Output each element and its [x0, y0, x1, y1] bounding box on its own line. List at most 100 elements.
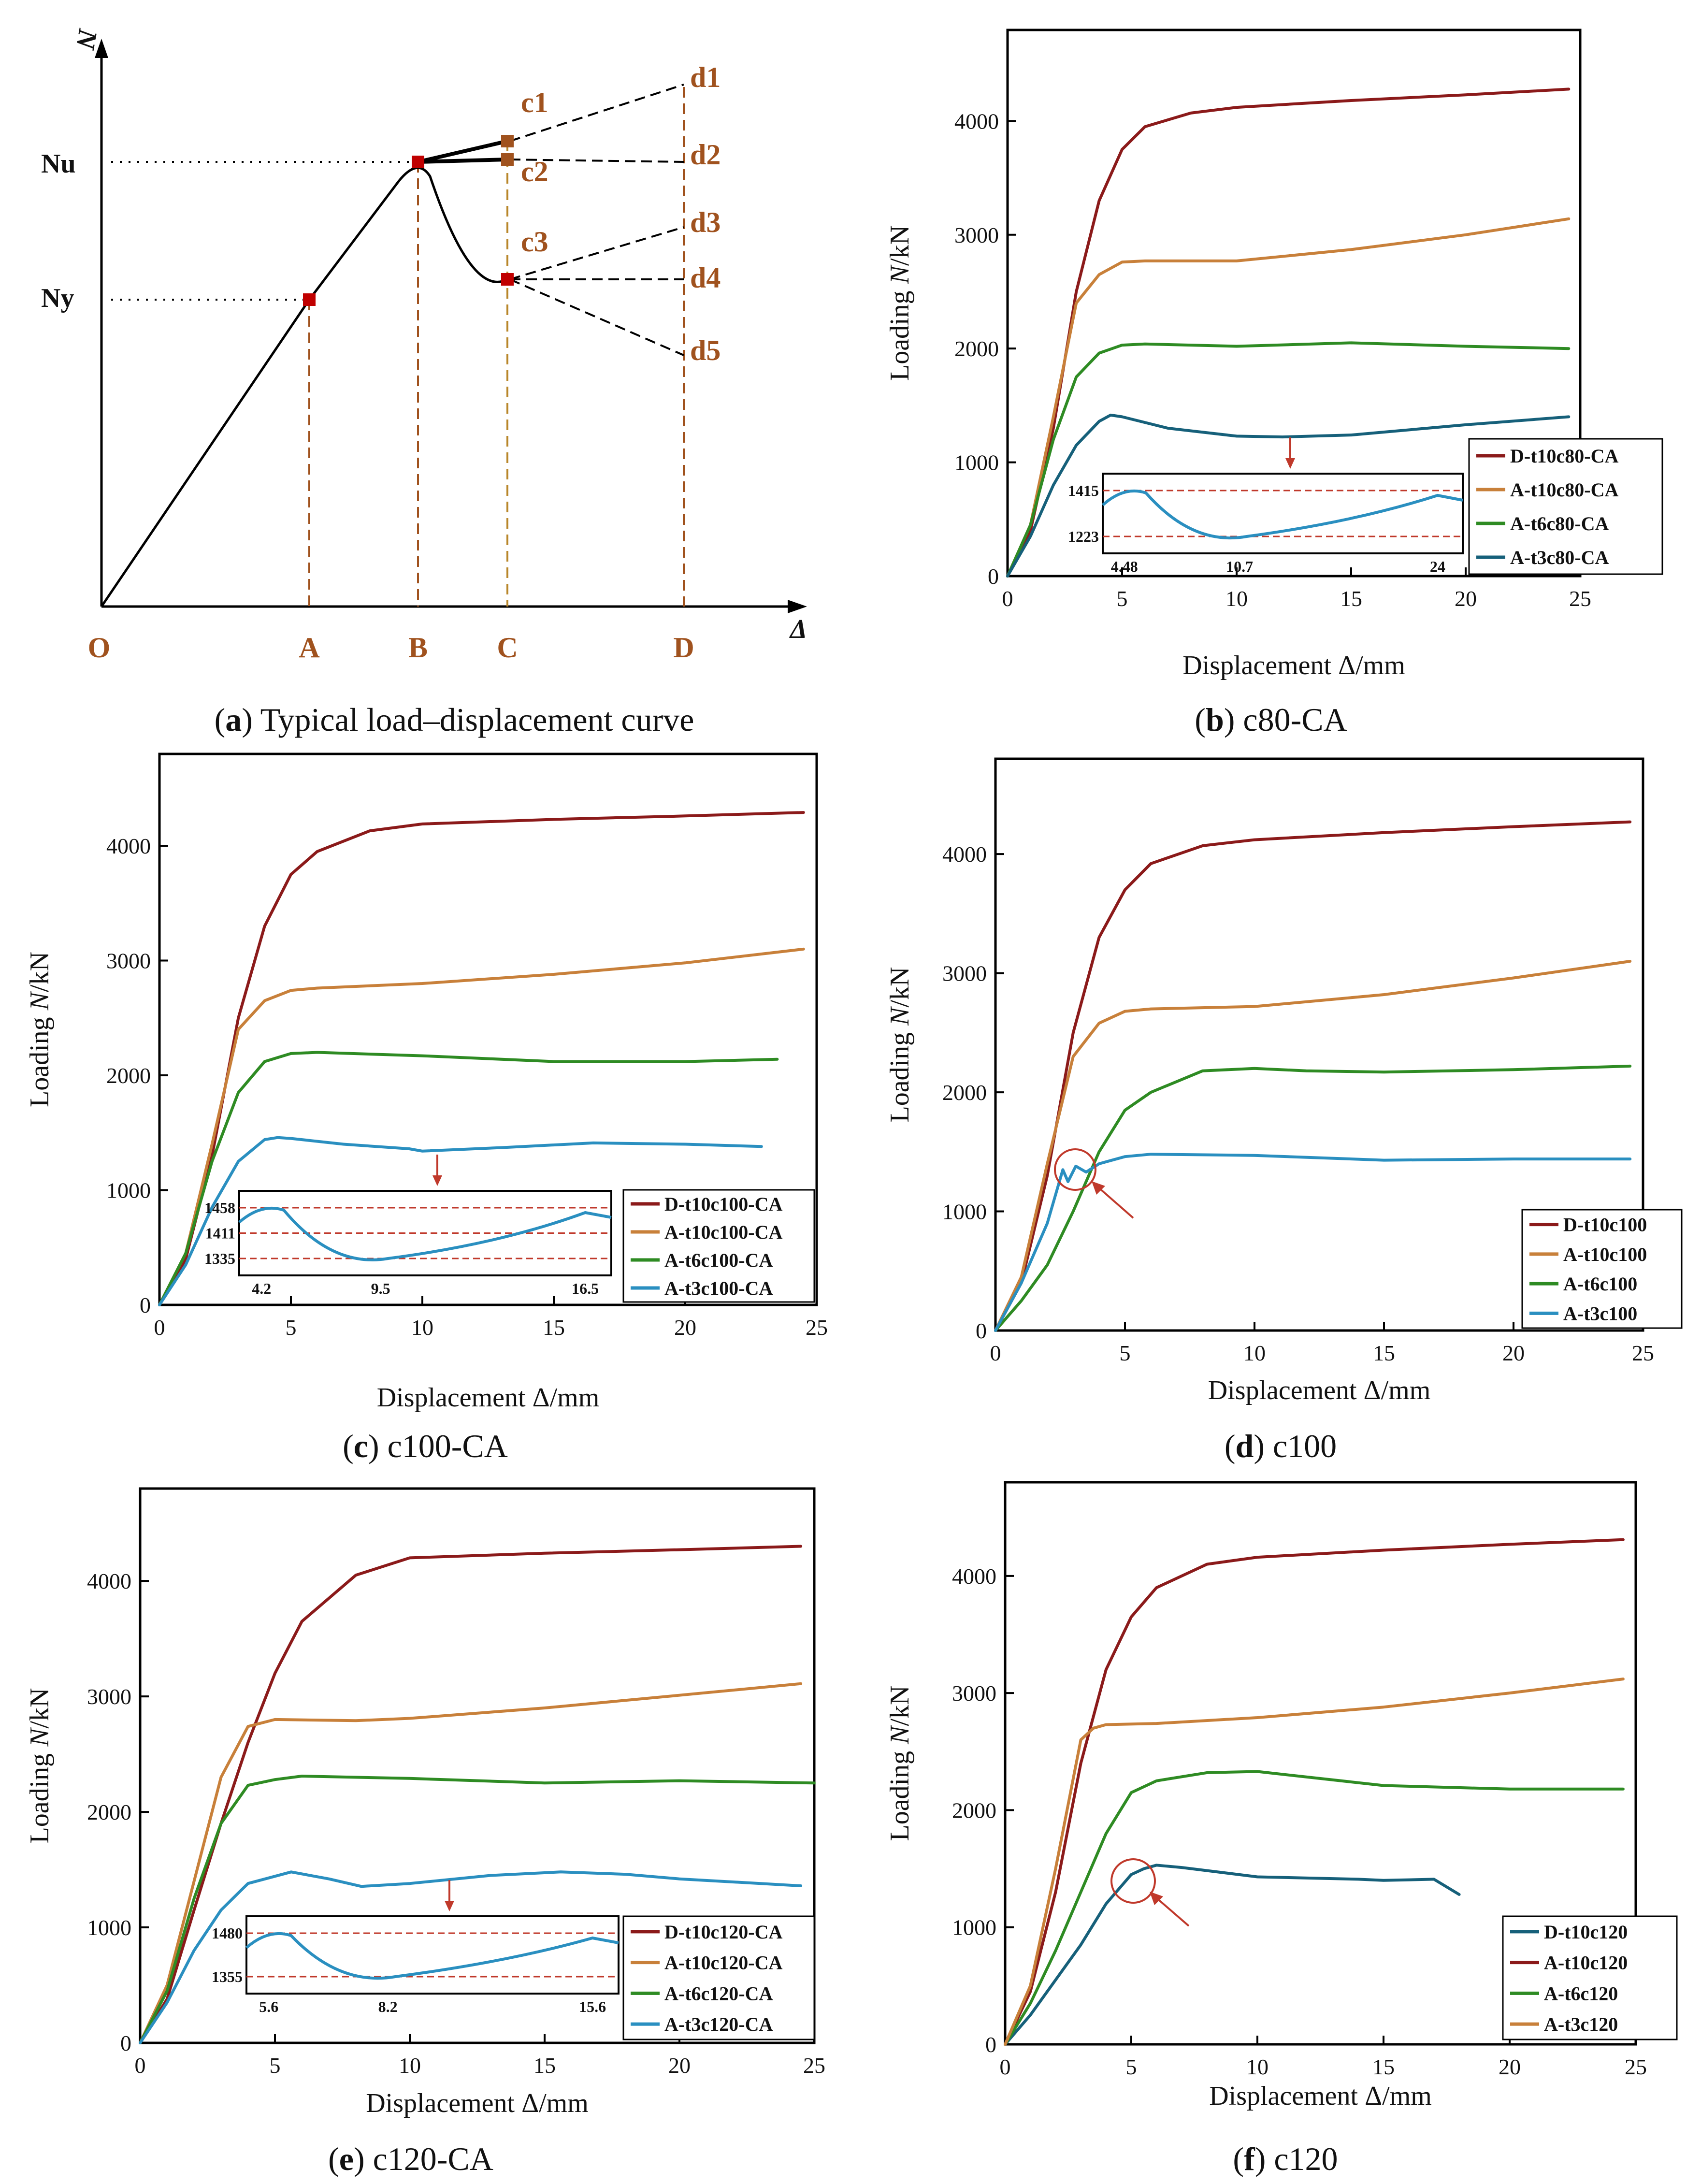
legend-f — [1502, 1915, 1678, 2040]
inset-x-label: 5.6 — [259, 1998, 278, 2015]
legend-entry: A-t6c120-CA — [664, 1982, 773, 2004]
y-axis-label-c: Loading N/kN — [25, 952, 55, 1107]
legend-entry: A-t10c120-CA — [664, 1952, 782, 1974]
x-tick-label: 0 — [135, 2053, 146, 2078]
inset-y-label: 1355 — [212, 1968, 243, 1985]
x-tick-label: 10 — [399, 2053, 421, 2078]
x-axis-arrow — [788, 600, 807, 613]
legend-d — [1521, 1209, 1683, 1329]
label-c3: c3 — [521, 226, 548, 258]
label-d1: d1 — [690, 61, 721, 93]
extension-d2 — [509, 159, 684, 163]
label-d3: d3 — [690, 206, 721, 238]
load-curve — [100, 166, 508, 607]
series-D-t10c120-CA — [139, 1545, 803, 2044]
label-c1: c1 — [521, 87, 548, 118]
label-c2: c2 — [521, 156, 548, 188]
legend-entry: D-t10c120 — [1544, 1921, 1628, 1943]
y-axis-label-f: Loading N/kN — [885, 1686, 915, 1841]
x-tick-label: 25 — [803, 2053, 825, 2078]
extension-d5 — [509, 278, 684, 356]
legend-entry: A-t6c80-CA — [1510, 513, 1609, 535]
y-tick-label: 1000 — [87, 1915, 131, 1940]
y-tick-label: 3000 — [952, 1681, 996, 1706]
series-A-t6c80-CA — [1006, 341, 1571, 578]
extension-d1 — [509, 84, 684, 142]
legend-entry: A-t6c100-CA — [664, 1249, 773, 1271]
y-axis-label: N — [70, 27, 103, 53]
y-tick-label: 3000 — [954, 223, 999, 247]
y-tick-label: 1000 — [106, 1178, 151, 1203]
inset-x-label: 24 — [1430, 558, 1445, 575]
legend-e — [622, 1915, 815, 2040]
series-A-t10c120-CA — [139, 1682, 803, 2044]
highlight-arrow-head — [1150, 1892, 1163, 1905]
point-marker — [501, 153, 514, 166]
legend-b — [1468, 438, 1663, 575]
inset-x-label: 4.48 — [1111, 558, 1138, 575]
inset-arrow-head — [445, 1901, 454, 1911]
x-tick-label: 5 — [286, 1315, 297, 1340]
x-tick-label: 0 — [1000, 2054, 1011, 2079]
legend-entry: A-t6c120 — [1544, 1982, 1618, 2004]
inset-y-label: 1415 — [1068, 482, 1099, 499]
caption-a: (a) Typical load–displacement curve — [215, 701, 694, 738]
series-A-t3c100 — [994, 1153, 1632, 1332]
y-tick-label: 3000 — [106, 949, 151, 973]
caption-c: (c) c100-CA — [343, 1428, 508, 1464]
y-tick-label: 4000 — [106, 834, 151, 858]
series-A-t6c100 — [994, 1064, 1632, 1332]
x-tick-label: 15 — [543, 1315, 565, 1340]
inset-x-label: 15.6 — [579, 1998, 606, 2015]
legend-entry: A-t3c80-CA — [1510, 547, 1609, 568]
y-tick-label: 0 — [120, 2031, 131, 2055]
y-tick-label: 0 — [985, 2032, 996, 2057]
legend-entry: A-t10c100 — [1563, 1244, 1647, 1265]
x-tick-label: 20 — [1499, 2054, 1521, 2079]
caption-d: (d) c100 — [1225, 1428, 1337, 1464]
x-tick-label: 20 — [674, 1315, 696, 1340]
plot-frame-c — [158, 752, 818, 1306]
legend-entry: D-t10c120-CA — [664, 1921, 782, 1943]
inset-curve — [238, 1206, 612, 1261]
inset-y-label: 1458 — [204, 1199, 235, 1216]
y-tick-label: 2000 — [952, 1798, 996, 1822]
legend-entry: A-t10c120 — [1544, 1952, 1628, 1974]
y-axis-label-d: Loading N/kN — [885, 967, 915, 1123]
inset-x-label: 16.5 — [572, 1280, 599, 1297]
inset-box-b — [1102, 473, 1464, 554]
inset-x-label: 9.5 — [371, 1280, 390, 1297]
branch-c2 — [418, 158, 508, 164]
y-tick-label: 0 — [140, 1293, 151, 1317]
extension-d3 — [509, 226, 684, 280]
plot-frame-f — [1004, 1481, 1637, 2046]
series-A-t10c100 — [994, 960, 1632, 1332]
x-tick-label: 5 — [270, 2053, 281, 2078]
label-B: B — [408, 632, 428, 664]
x-tick-label: 15 — [1373, 1341, 1395, 1365]
x-tick-label: 15 — [1340, 586, 1362, 611]
legend-entry: A-t3c120-CA — [664, 2013, 773, 2035]
label-Ny: Ny — [41, 283, 74, 313]
label-d4: d4 — [690, 262, 721, 294]
label-A: A — [299, 632, 319, 664]
x-tick-label: 10 — [1243, 1341, 1266, 1365]
series-A-t10c120 — [1004, 1538, 1625, 2046]
x-tick-label: 10 — [411, 1315, 433, 1340]
label-d5: d5 — [690, 334, 721, 366]
x-axis-label: Δ — [789, 614, 807, 644]
x-tick-label: 25 — [1569, 586, 1591, 611]
inset-box-e — [245, 1915, 620, 1995]
y-tick-label: 0 — [976, 1318, 987, 1343]
inset-y-label: 1411 — [205, 1225, 235, 1242]
series-A-t3c80-CA — [1006, 413, 1571, 578]
x-axis-label-e: Displacement Δ/mm — [366, 2088, 589, 2118]
highlight-circle — [1110, 1858, 1156, 1904]
series-A-t3c120 — [1004, 1678, 1625, 2046]
x-tick-label: 0 — [990, 1341, 1001, 1365]
inset-x-label: 8.2 — [378, 1998, 398, 2015]
y-tick-label: 1000 — [954, 450, 999, 475]
series-A-t3c100-CA — [158, 1136, 763, 1306]
x-tick-label: 25 — [1625, 2054, 1647, 2079]
legend-entry: A-t3c120 — [1544, 2013, 1618, 2035]
